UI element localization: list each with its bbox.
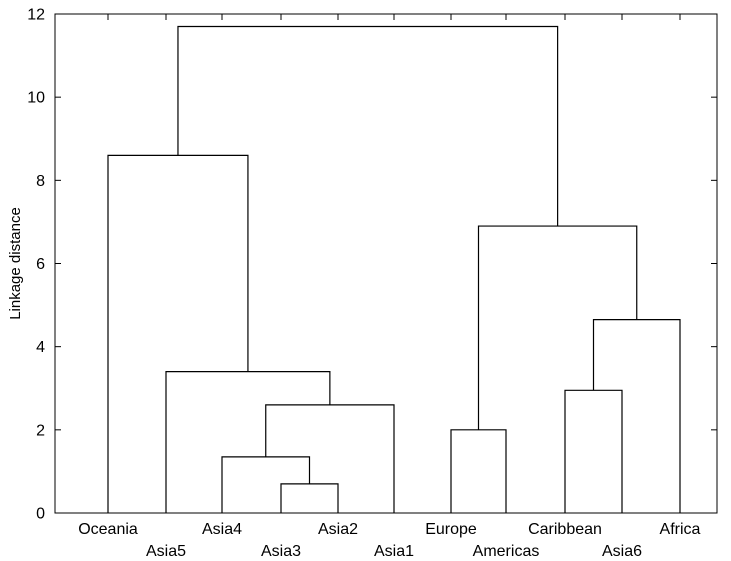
y-tick-label: 12 xyxy=(27,7,45,24)
merge-link-3 xyxy=(265,404,395,513)
plot-frame xyxy=(54,13,718,514)
merge-link-4 xyxy=(165,371,331,513)
leaf-label-asia3: Asia3 xyxy=(261,543,301,560)
y-tick-label: 4 xyxy=(36,339,45,356)
merge-link-9 xyxy=(477,225,638,430)
merge-link-1 xyxy=(280,483,339,513)
y-tick-label: 8 xyxy=(36,173,45,190)
y-tick-label: 6 xyxy=(36,256,45,273)
leaf-label-asia2: Asia2 xyxy=(318,521,358,538)
leaf-label-caribbean: Caribbean xyxy=(528,521,602,538)
merge-link-8 xyxy=(592,319,681,513)
leaf-label-oceania: Oceania xyxy=(78,521,138,538)
y-tick-label: 10 xyxy=(27,90,45,107)
leaf-label-asia4: Asia4 xyxy=(202,521,242,538)
leaf-label-asia5: Asia5 xyxy=(146,543,186,560)
leaf-label-europe: Europe xyxy=(425,521,477,538)
leaf-label-africa: Africa xyxy=(660,521,701,538)
y-tick-label: 2 xyxy=(36,422,45,439)
leaf-label-americas: Americas xyxy=(473,543,540,560)
merge-link-2 xyxy=(221,456,311,513)
y-tick-label: 0 xyxy=(36,506,45,523)
merge-link-5 xyxy=(107,154,249,513)
merge-link-10 xyxy=(177,25,559,227)
y-axis-title: Linkage distance xyxy=(7,207,24,320)
merge-link-6 xyxy=(450,429,507,513)
leaf-label-asia1: Asia1 xyxy=(374,543,414,560)
leaf-label-asia6: Asia6 xyxy=(602,543,642,560)
merge-link-7 xyxy=(564,389,623,513)
